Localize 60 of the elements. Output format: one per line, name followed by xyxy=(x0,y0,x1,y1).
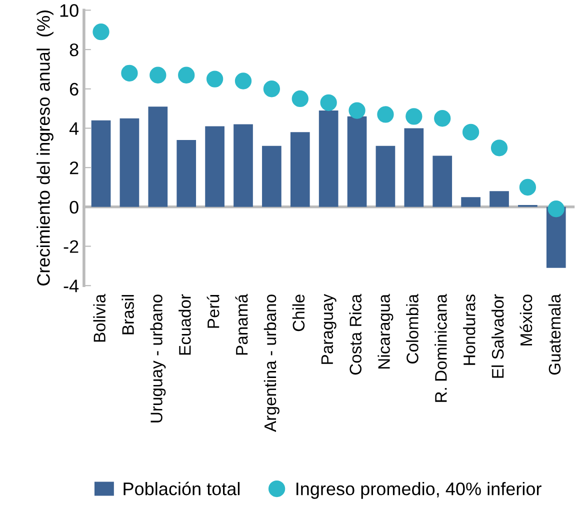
x-tick-label: Uruguay - urbano xyxy=(150,294,166,422)
x-tick-label: México xyxy=(520,294,532,346)
x-tick-label: Brasil xyxy=(122,295,134,334)
x-tick-label: Nicaragua xyxy=(378,294,394,369)
point xyxy=(462,124,480,140)
point xyxy=(178,66,195,84)
point xyxy=(292,90,308,108)
point xyxy=(377,106,394,123)
point xyxy=(320,94,337,111)
bar xyxy=(290,132,310,207)
point xyxy=(92,24,110,40)
bar xyxy=(262,146,282,207)
x-tick-label: R. Dominicana xyxy=(434,294,447,402)
x-tick-label: Argentina - urbano xyxy=(264,294,280,432)
y-tick-label: 6 xyxy=(70,82,78,96)
x-tick-label: Chile xyxy=(292,294,305,332)
bar xyxy=(490,191,509,207)
point xyxy=(234,72,252,90)
bar xyxy=(376,146,396,207)
bar xyxy=(176,140,196,207)
y-tick-label: 0 xyxy=(70,200,78,214)
bar xyxy=(120,118,140,207)
x-tick-label: Costa Rica xyxy=(349,294,362,375)
bar xyxy=(432,156,452,207)
y-tick-label: 8 xyxy=(70,43,78,56)
point xyxy=(348,102,366,119)
bar xyxy=(148,106,168,207)
x-tick-label: Colombia xyxy=(406,294,418,364)
y-tick-label: 2 xyxy=(70,162,78,174)
bar xyxy=(318,110,338,207)
point xyxy=(490,140,508,156)
x-tick-label: Honduras xyxy=(463,294,476,365)
y-tick-label: -4 xyxy=(64,280,79,292)
y-tick-label: -2 xyxy=(64,240,78,253)
bar xyxy=(205,126,224,207)
bar xyxy=(91,120,111,207)
point xyxy=(548,200,564,218)
x-tick-label: Paraguay xyxy=(321,294,336,364)
bar xyxy=(347,116,367,207)
x-tick-label: El Salvador xyxy=(491,294,504,378)
x-tick-label: Bolivia xyxy=(93,294,106,342)
x-tick-label: Panamá xyxy=(235,294,248,355)
point xyxy=(121,64,138,82)
point xyxy=(206,70,224,88)
legend-label: Ingreso promedio, 40% inferior xyxy=(296,482,542,499)
y-axis-title: Crecimiento del ingreso anual (%) xyxy=(36,10,54,286)
point xyxy=(519,178,536,196)
bar xyxy=(461,197,480,207)
point xyxy=(434,110,451,127)
x-tick-label: Ecuador xyxy=(178,294,191,355)
legend-label: Población total xyxy=(124,482,240,496)
bar xyxy=(234,124,253,207)
y-tick-label: 4 xyxy=(69,122,79,135)
x-tick-label: Perú xyxy=(206,294,220,328)
y-tick-label: 10 xyxy=(60,4,78,17)
point xyxy=(150,66,166,84)
point xyxy=(263,80,280,98)
x-tick-label: Guatemala xyxy=(548,294,561,375)
bar xyxy=(404,128,424,207)
point xyxy=(406,108,422,125)
